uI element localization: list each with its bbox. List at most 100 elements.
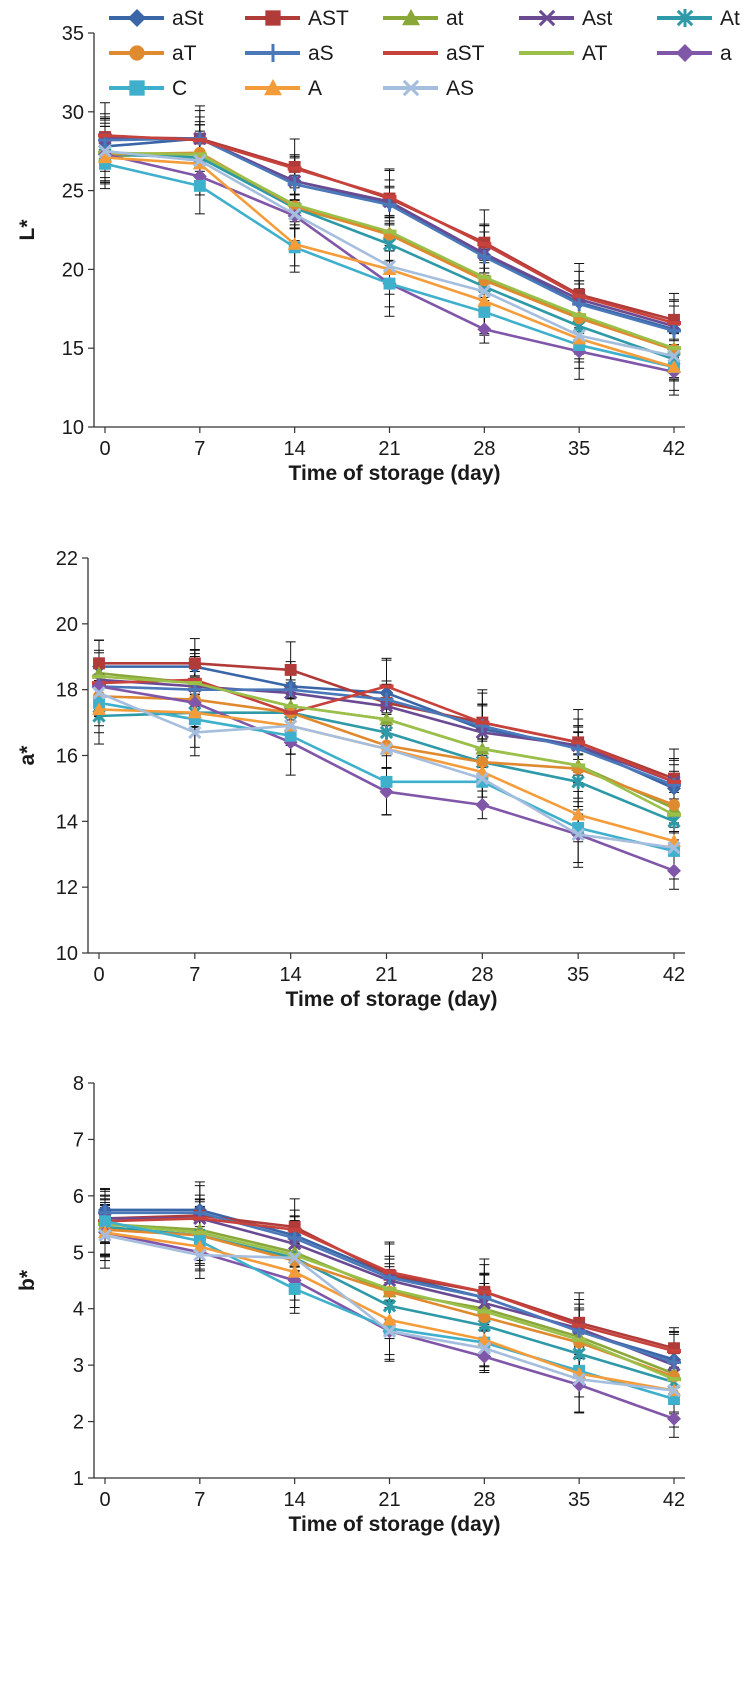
data-point [379,725,394,740]
data-point [187,705,202,719]
x-tick-label: 14 [284,1489,306,1511]
legend-marker [538,9,556,27]
legend-marker [402,79,420,97]
y-tick-label: 35 [62,23,84,45]
data-point [668,1393,680,1405]
data-point [667,349,681,363]
data-point [667,841,681,855]
data-point [668,798,680,811]
legend-marker [129,45,145,61]
data-point [667,812,681,817]
data-point [573,1316,586,1329]
x-tick-label: 21 [378,438,400,460]
x-tick-label: 14 [280,964,302,986]
legend-marker [128,9,146,27]
y-tick-label: 4 [73,1299,84,1321]
legend-label: C [172,77,187,100]
data-point [382,197,397,212]
data-point [193,153,207,168]
data-point [379,717,394,722]
data-point [572,313,587,318]
y-axis-label: a* [16,745,39,766]
data-point [379,742,394,756]
data-point [187,681,202,686]
data-point [571,807,586,821]
data-point [382,1286,397,1291]
x-tick-label: 0 [99,438,110,460]
x-tick-label: 28 [473,1489,495,1511]
series-AS [98,1228,681,1398]
data-point [476,756,489,769]
series-A [98,150,681,373]
data-point [667,1383,681,1398]
data-point [188,657,201,670]
series-AS [98,144,681,363]
data-point [477,1332,492,1346]
x-tick-label: 28 [471,964,493,986]
y-tick-label: 20 [62,259,84,281]
y-tick-label: 7 [73,1129,84,1151]
legend-marker [264,79,282,96]
data-point [475,771,489,786]
x-tick-label: 35 [568,1489,590,1511]
y-tick-label: 10 [56,943,78,965]
y-tick-label: 15 [62,338,84,360]
data-point [287,202,302,207]
data-point [284,663,297,676]
legend-marker [129,80,145,96]
legend-marker [676,9,694,27]
y-tick-label: 3 [73,1355,84,1377]
data-point [475,797,490,812]
data-point [572,294,587,299]
y-tick-label: 18 [56,680,78,702]
data-point [287,1253,302,1258]
legend: aSt AST at Ast At aT aS aST AT a C A AS [109,7,740,100]
data-point [379,784,394,799]
data-point [477,249,492,264]
y-tick-label: 1 [73,1468,84,1490]
x-axis-label: Time of storage (day) [289,1513,501,1536]
data-point [667,323,681,338]
data-point [667,1355,681,1370]
data-point [478,306,491,318]
legend-item: A [245,77,322,100]
data-point [667,863,681,878]
x-tick-label: 42 [663,964,685,986]
data-point [92,686,106,700]
data-point [283,704,298,709]
data-point [477,242,492,247]
data-point [188,713,201,726]
legend-item: AS [383,77,474,100]
y-tick-label: 30 [62,102,84,124]
data-point [288,1220,301,1233]
data-point [667,1349,681,1354]
y-tick-label: 16 [56,746,78,768]
x-tick-label: 7 [194,438,205,460]
series-aST [98,133,681,325]
x-tick-label: 28 [473,438,495,460]
data-point [187,695,202,710]
data-point [284,719,298,733]
y-tick-label: 14 [56,811,78,833]
legend-item: at [383,7,464,30]
y-tick-label: 2 [73,1412,84,1434]
data-point [287,166,302,171]
data-point [192,1216,207,1221]
y-tick-label: 25 [62,181,84,203]
data-point [188,725,202,740]
data-point [572,1372,586,1386]
data-point [92,674,106,679]
y-tick-label: 10 [62,417,84,439]
data-point [476,775,489,788]
x-tick-label: 42 [663,1489,685,1511]
x-tick-label: 35 [568,438,590,460]
legend-item: AST [245,7,349,30]
data-point [571,740,586,745]
legend-item: C [109,77,187,100]
data-point [382,194,397,199]
legend-label: AST [308,7,349,30]
y-tick-label: 12 [56,877,78,899]
legend-item: At [657,7,740,30]
y-axis-label: b* [16,1269,39,1291]
